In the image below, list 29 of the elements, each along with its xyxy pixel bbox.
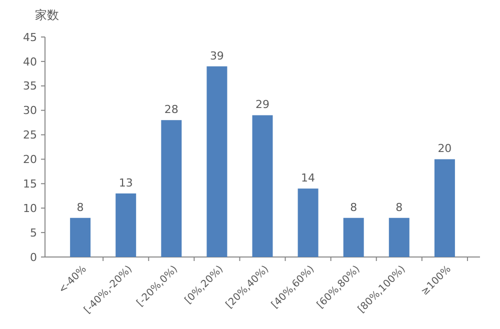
bar <box>70 218 91 257</box>
bar <box>388 218 410 257</box>
y-tick-label: 45 <box>23 30 37 44</box>
data-label: 28 <box>164 103 178 116</box>
data-label: 29 <box>256 98 270 112</box>
y-tick-label: 20 <box>23 153 37 166</box>
bar <box>161 120 182 257</box>
data-label: 20 <box>438 142 452 156</box>
y-tick-label: 25 <box>23 128 37 142</box>
bar <box>434 159 455 257</box>
bar <box>343 218 364 257</box>
y-tick-label: 15 <box>23 178 37 191</box>
y-axis-title: 家数 <box>35 8 59 22</box>
y-tick-label: 40 <box>23 55 37 68</box>
bar <box>116 193 136 257</box>
data-label: 39 <box>210 49 224 62</box>
data-label: 8 <box>350 200 358 214</box>
bar <box>298 188 318 257</box>
data-label: 8 <box>396 200 403 214</box>
y-tick-label: 0 <box>30 250 37 264</box>
y-tick-label: 35 <box>23 80 37 93</box>
bar <box>206 66 228 257</box>
y-tick-label: 30 <box>23 104 37 118</box>
data-label: 8 <box>76 200 84 214</box>
y-tick-label: 5 <box>30 226 37 240</box>
bar <box>252 115 273 257</box>
data-label: 13 <box>118 176 133 190</box>
y-tick-label: 10 <box>23 202 37 215</box>
data-label: 14 <box>301 172 316 185</box>
